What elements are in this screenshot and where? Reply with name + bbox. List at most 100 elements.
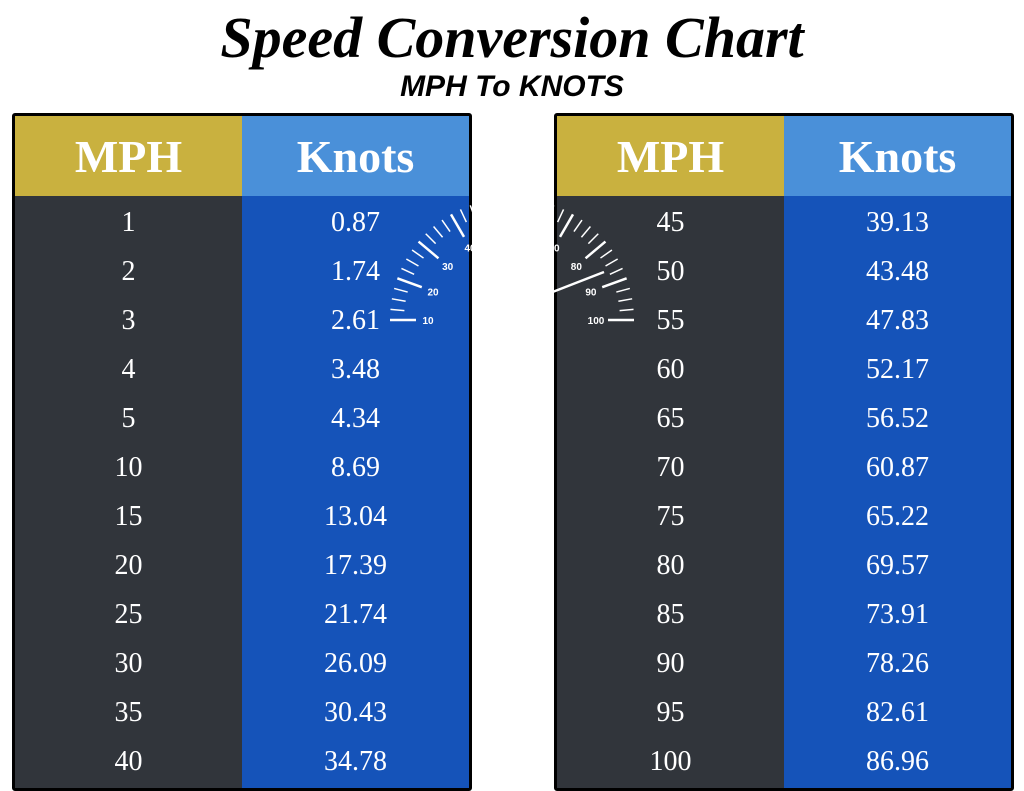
gauge-label: 70 xyxy=(548,243,560,254)
cell: 75 xyxy=(656,500,685,532)
cell: 90 xyxy=(656,647,685,679)
gauge-tick xyxy=(609,267,623,276)
cell: 69.57 xyxy=(866,549,929,581)
gauge-tick xyxy=(405,258,419,267)
cell: 65.22 xyxy=(866,500,929,532)
gauge-tick xyxy=(556,209,565,223)
gauge-tick xyxy=(573,219,583,232)
gauge-tick xyxy=(601,277,628,289)
subtitle: MPH To KNOTS xyxy=(400,70,624,103)
cell: 30 xyxy=(114,647,143,679)
table: MPH Knots 1 0.87 2 1.74 3 2.61 4 3.48 5 4.34 10 8.69 1… xyxy=(12,113,472,791)
gauge-tick xyxy=(396,277,423,289)
header-cell: Knots xyxy=(784,116,1011,196)
gauge-tick xyxy=(459,209,468,223)
gauge-tick xyxy=(619,308,634,312)
gauge-tick xyxy=(616,287,631,293)
gauge-tick xyxy=(411,249,424,259)
cell: 50 xyxy=(656,255,685,287)
gauge-tick xyxy=(584,240,607,260)
gauge-tick xyxy=(390,308,405,312)
cell: 4.34 xyxy=(331,402,380,434)
cell: 13.04 xyxy=(324,500,387,532)
table: MPH Knots 45 39.13 50 43.48 55 47.83 60 52.17 65 56… xyxy=(554,113,1014,791)
cell: 0.87 xyxy=(331,206,380,238)
gauge-tick xyxy=(417,240,440,260)
gauge-tick xyxy=(618,298,633,302)
cell: 20 xyxy=(114,549,143,581)
cell: 39.13 xyxy=(866,206,929,238)
cell: 95 xyxy=(656,696,685,728)
gauge-label: 90 xyxy=(585,287,597,298)
column xyxy=(784,196,1011,788)
gauge-label: 40 xyxy=(464,243,476,254)
cell: 43.48 xyxy=(866,255,929,287)
gauge-label: 10 xyxy=(422,316,434,327)
gauge-tick xyxy=(449,213,466,238)
column xyxy=(15,196,242,788)
gauge-tick xyxy=(441,219,451,232)
cell: 45 xyxy=(656,206,685,238)
gauge-tick xyxy=(401,267,415,276)
gauge-tick xyxy=(558,213,575,238)
gauge-label: 20 xyxy=(428,287,440,298)
cell: 5 xyxy=(121,402,136,434)
cell: 15 xyxy=(114,500,143,532)
cell: 40 xyxy=(114,745,143,777)
cell: 65 xyxy=(656,402,685,434)
gauge-tick xyxy=(548,205,555,219)
gauge-label: 100 xyxy=(588,316,605,327)
cell: 60.87 xyxy=(866,451,929,483)
title: Speed Conversion Chart xyxy=(220,5,804,70)
header-cell: MPH xyxy=(557,116,784,196)
cell: 34.78 xyxy=(324,745,387,777)
gauge-tick xyxy=(489,199,497,226)
gauge-tick xyxy=(500,198,504,213)
cell: 56.52 xyxy=(866,402,929,434)
gauge-tick xyxy=(425,233,437,245)
cell: 4 xyxy=(121,353,136,385)
cell: 25 xyxy=(114,598,143,630)
gauge-needle xyxy=(549,270,605,295)
gauge-tick xyxy=(469,205,476,219)
cell: 85 xyxy=(656,598,685,630)
gauge-tick xyxy=(605,258,619,267)
cell: 3.48 xyxy=(331,353,380,385)
cell: 47.83 xyxy=(866,304,929,336)
cell: 80 xyxy=(656,549,685,581)
cell: 78.26 xyxy=(866,647,929,679)
cell: 21.74 xyxy=(324,598,387,630)
cell: 1.74 xyxy=(331,255,380,287)
cell: 2.61 xyxy=(331,304,380,336)
gauge-tick xyxy=(587,233,599,245)
gauge-label: 30 xyxy=(442,262,454,273)
column xyxy=(242,196,469,788)
cell: 10 xyxy=(114,451,143,483)
cell: 82.61 xyxy=(866,696,929,728)
cell: 70 xyxy=(656,451,685,483)
gauge-tick xyxy=(391,298,406,302)
cell: 52.17 xyxy=(866,353,929,385)
gauge-tick xyxy=(539,201,545,216)
cell: 30.43 xyxy=(324,696,387,728)
cell: 3 xyxy=(121,304,136,336)
header-cell: Knots xyxy=(242,116,469,196)
cell: 35 xyxy=(114,696,143,728)
cell: 2 xyxy=(121,255,136,287)
gauge-label: 80 xyxy=(571,262,583,273)
gauge-tick xyxy=(527,199,535,226)
gauge-tick xyxy=(393,287,408,293)
gauge-tick xyxy=(479,201,485,216)
cell: 1 xyxy=(121,206,136,238)
gauge-tick xyxy=(520,198,524,213)
gauge-tick xyxy=(580,226,591,238)
cell: 8.69 xyxy=(331,451,380,483)
header-cell: MPH xyxy=(15,116,242,196)
cell: 60 xyxy=(656,353,685,385)
cell: 55 xyxy=(656,304,685,336)
cell: 17.39 xyxy=(324,549,387,581)
cell: 100 xyxy=(649,745,692,777)
gauge-tick xyxy=(600,249,613,259)
